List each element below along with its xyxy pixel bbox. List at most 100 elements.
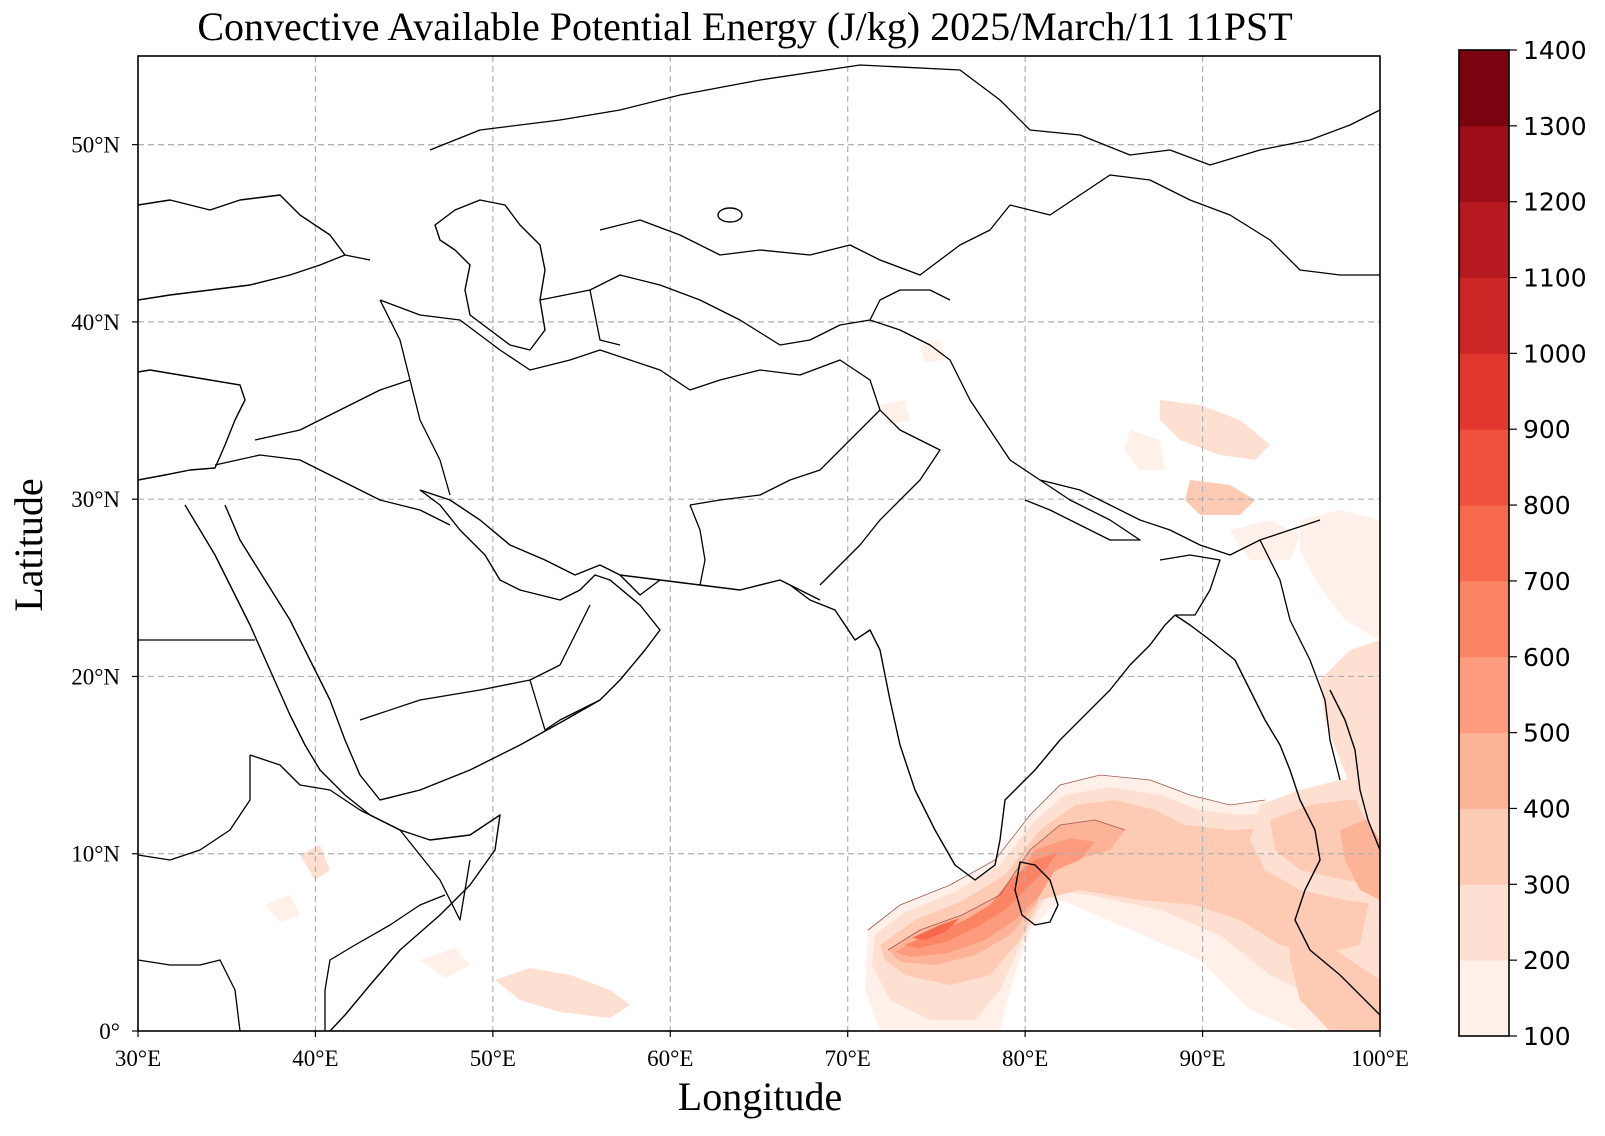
persian-gulf-coast — [419, 489, 661, 596]
indochina-coast — [1329, 689, 1380, 851]
border-central-asia — [589, 274, 951, 361]
border-iran-north — [379, 299, 691, 391]
colorbar-tick-label: 100 — [1523, 1022, 1571, 1051]
colorbar-tick-label: 700 — [1523, 567, 1571, 596]
cape-contour-yunnan — [1300, 510, 1380, 640]
colorbar-tick-label: 400 — [1523, 794, 1571, 823]
x-tick-label: 30°E — [115, 1046, 161, 1071]
colorbar-tick-label: 1400 — [1523, 36, 1587, 65]
india-coastline — [789, 584, 1176, 881]
border-pakistan-india — [819, 409, 941, 586]
cape-contour-equatorial — [495, 968, 630, 1018]
bay-of-bengal-east-coast — [1174, 614, 1380, 1016]
cape-shading — [265, 340, 1380, 1031]
y-tick-label: 30°N — [71, 487, 120, 512]
black-sea-north-coast — [138, 194, 346, 256]
border-uganda — [138, 959, 241, 1031]
mediterranean-coast — [138, 369, 246, 481]
colorbar-segment — [1459, 656, 1509, 734]
colorbar-tick-label: 300 — [1523, 870, 1571, 899]
border-bangladesh — [1159, 554, 1221, 616]
map-frame — [137, 55, 1381, 1032]
cape-contour-tibet-3 — [1230, 520, 1300, 560]
border-kazakhstan-south — [599, 204, 1011, 276]
border-nepal — [1024, 479, 1141, 541]
colorbar-tick-label: 800 — [1523, 491, 1571, 520]
x-axis-ticks: 30°E 40°E 50°E 60°E 70°E 80°E 90°E 100°E — [115, 1031, 1409, 1071]
cape-contour-hindukush — [880, 400, 910, 425]
border-russia-kazakhstan — [429, 64, 1380, 166]
border-turkmenistan — [539, 289, 621, 346]
cape-contour-600 — [905, 852, 1058, 948]
iran-pakistan-coast — [619, 574, 821, 601]
colorbar-segment — [1459, 732, 1509, 809]
colorbar-segment — [1459, 277, 1509, 354]
y-tick-label: 0° — [99, 1019, 120, 1044]
border-afghanistan — [689, 359, 881, 506]
colorbar-tick-label: 1300 — [1523, 112, 1587, 141]
cape-contour-andaman-400 — [1340, 820, 1380, 900]
border-china-west — [949, 359, 1321, 556]
border-ethiopia — [249, 754, 471, 921]
cape-contour-700 — [912, 918, 960, 940]
colorbar-segment — [1459, 808, 1509, 885]
chart-title: Convective Available Potential Energy (J… — [197, 4, 1292, 49]
x-tick-label: 70°E — [825, 1046, 871, 1071]
cape-contour-malay — [1290, 930, 1380, 1031]
colorbar: 100 200 300 400 500 600 700 800 900 1000 1100 1200 1… — [1458, 36, 1587, 1051]
x-tick-label: 100°E — [1351, 1046, 1409, 1071]
colorbar-tick-label: 1100 — [1523, 264, 1587, 293]
colorbar-tick-label: 200 — [1523, 946, 1571, 975]
border-kenya-somalia — [324, 894, 446, 1031]
cape-contour-outline-inner — [887, 819, 1126, 951]
map-area — [137, 55, 1381, 1032]
x-tick-label: 40°E — [292, 1046, 338, 1071]
border-saudi-jordan — [214, 454, 451, 526]
border-iran-pakistan — [689, 504, 706, 586]
colorbar-tick-label: 1000 — [1523, 339, 1587, 368]
border-oman — [529, 679, 601, 731]
x-tick-label: 80°E — [1002, 1046, 1048, 1071]
border-south-sudan — [138, 755, 251, 861]
colorbar-tick-label: 600 — [1523, 643, 1571, 672]
y-axis-ticks: 0° 10°N 20°N 30°N 40°N 50°N — [71, 133, 138, 1044]
x-axis-label: Longitude — [678, 1074, 842, 1119]
cape-contour-tibet-4 — [1125, 430, 1165, 470]
colorbar-tick-label: 1200 — [1523, 188, 1587, 217]
cape-contour-somalia-coast — [420, 948, 470, 978]
x-tick-label: 60°E — [647, 1046, 693, 1071]
arabian-peninsula-coast — [224, 489, 661, 801]
gridlines — [138, 56, 1380, 1031]
cape-contour-pamir — [920, 340, 945, 362]
colorbar-segment — [1459, 50, 1509, 127]
y-tick-label: 10°N — [71, 842, 120, 867]
colorbar-segment — [1459, 960, 1509, 1037]
cape-contour-outline-main — [867, 774, 1266, 931]
x-tick-label: 90°E — [1179, 1046, 1225, 1071]
border-kyrgyzstan — [869, 289, 951, 321]
colorbar-segment — [1459, 884, 1509, 961]
colorbar-segment — [1459, 125, 1509, 203]
caspian-sea-coast — [434, 199, 546, 351]
colorbar-segment — [1459, 353, 1509, 430]
border-iraq-saudi — [254, 379, 411, 441]
y-axis-label: Latitude — [6, 478, 51, 611]
colorbar-segments — [1459, 50, 1509, 1037]
colorbar-ticks: 100 200 300 400 500 600 700 800 900 1000 1100 1200 1… — [1509, 36, 1587, 1051]
colorbar-segment — [1459, 505, 1509, 582]
colorbar-tick-label: 500 — [1523, 719, 1571, 748]
colorbar-segment — [1459, 429, 1509, 506]
colorbar-segment — [1459, 580, 1509, 658]
colorbar-segment — [1459, 201, 1509, 279]
border-yemen-saudi — [359, 664, 561, 721]
border-myanmar-thailand — [1259, 539, 1341, 781]
border-uae-oman — [559, 604, 591, 666]
map-geography — [138, 64, 1380, 1031]
x-tick-label: 50°E — [470, 1046, 516, 1071]
y-tick-label: 20°N — [71, 664, 120, 689]
cape-contour-ethiopia-2 — [265, 895, 300, 922]
colorbar-tick-label: 900 — [1523, 415, 1571, 444]
cape-contour-tibet-1 — [1160, 400, 1270, 460]
border-china-north — [1009, 174, 1380, 276]
